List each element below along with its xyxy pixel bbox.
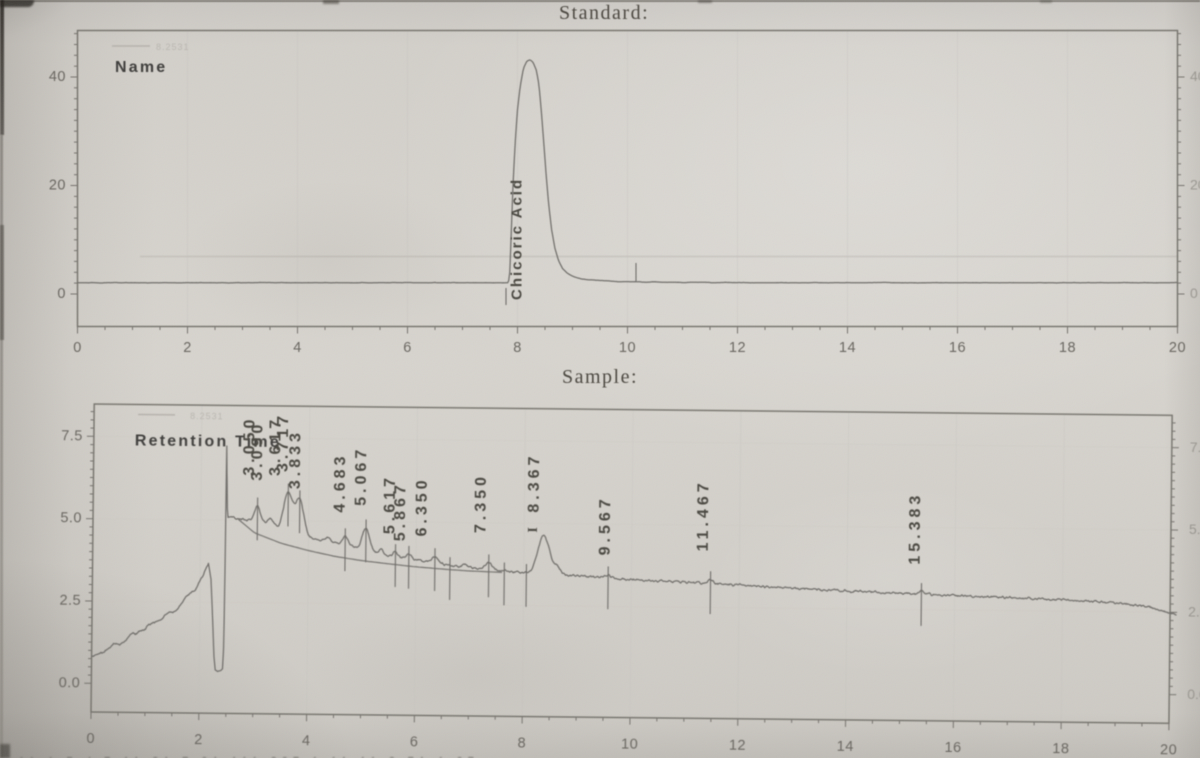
svg-text:0: 0 [1190, 285, 1198, 301]
svg-text:18: 18 [1059, 340, 1076, 356]
svg-text:7.5: 7.5 [61, 428, 83, 444]
svg-text:5.0: 5.0 [60, 510, 82, 526]
svg-text:20: 20 [1190, 177, 1200, 193]
svg-text:5.867: 5.867 [392, 481, 410, 541]
svg-text:16: 16 [949, 340, 966, 356]
svg-text:4.683: 4.683 [332, 452, 350, 512]
svg-text:6: 6 [410, 734, 419, 750]
svg-text:0: 0 [73, 340, 82, 356]
svg-text:9.567: 9.567 [597, 495, 615, 555]
svg-text:3.090: 3.090 [249, 421, 267, 481]
svg-text:5.067: 5.067 [353, 446, 371, 506]
svg-text:I: I [526, 527, 541, 533]
svg-text:2: 2 [194, 732, 203, 748]
svg-text:7.350: 7.350 [472, 473, 490, 533]
svg-text:20: 20 [49, 178, 66, 194]
svg-text:2: 2 [183, 340, 192, 356]
svg-text:4: 4 [302, 733, 311, 749]
svg-text:16: 16 [944, 740, 961, 756]
svg-text:2.5: 2.5 [1188, 603, 1200, 619]
svg-text:6.350: 6.350 [413, 476, 431, 536]
svg-text:40: 40 [1190, 68, 1200, 84]
svg-text:40: 40 [49, 69, 66, 85]
svg-text:14: 14 [839, 340, 856, 356]
svg-text:12: 12 [729, 738, 746, 754]
svg-text:8: 8 [513, 340, 522, 356]
svg-text:8: 8 [518, 735, 527, 751]
svg-text:8.2531: 8.2531 [156, 42, 190, 52]
svg-text:3.833: 3.833 [287, 429, 305, 489]
svg-text:20: 20 [1169, 340, 1186, 356]
svg-text:Chicoric Acid: Chicoric Acid [509, 178, 526, 300]
svg-text:11.467: 11.467 [695, 479, 713, 551]
svg-text:0.0: 0.0 [1187, 686, 1200, 702]
svg-text:10: 10 [619, 340, 636, 356]
svg-text:20: 20 [1160, 742, 1177, 758]
svg-text:8.2531: 8.2531 [190, 411, 224, 421]
svg-text:0: 0 [57, 286, 66, 302]
svg-text:7.5: 7.5 [1190, 439, 1200, 455]
svg-text:10: 10 [621, 737, 638, 753]
svg-text:2.5: 2.5 [59, 593, 81, 609]
svg-text:6: 6 [403, 340, 412, 356]
svg-text:5.0: 5.0 [1189, 521, 1200, 537]
svg-text:14: 14 [837, 739, 854, 755]
svg-text:4: 4 [293, 340, 302, 356]
svg-text:0: 0 [86, 731, 95, 747]
svg-text:12: 12 [729, 340, 746, 356]
svg-text:Name: Name [115, 59, 167, 76]
svg-text:15.383: 15.383 [907, 492, 925, 565]
svg-text:8.367: 8.367 [526, 452, 544, 512]
svg-text:0.0: 0.0 [59, 675, 81, 691]
svg-text:18: 18 [1052, 741, 1069, 757]
